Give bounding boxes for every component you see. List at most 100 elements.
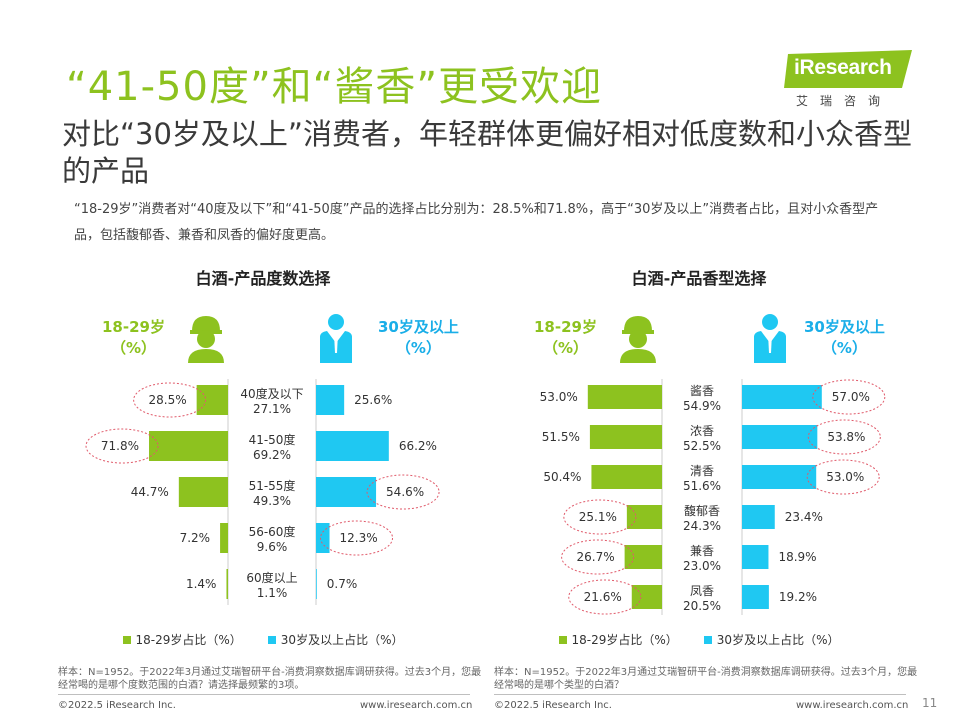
older-person-icon	[320, 314, 352, 363]
bar-young-1	[149, 431, 228, 461]
highlight-circle-older-1	[807, 419, 881, 455]
footer-divider-right	[494, 694, 906, 695]
data-label-young-4: 26.7%	[576, 550, 614, 564]
highlight-circle-young-5	[568, 579, 642, 615]
bar-older-2	[316, 477, 377, 507]
young-series-label: 18-29岁 （%）	[102, 317, 165, 359]
logo-subtitle: 艾瑞咨询	[796, 94, 893, 108]
data-label-older-3: 12.3%	[340, 531, 378, 545]
overall-label-2: 49.3%	[253, 494, 291, 508]
footer-divider-left	[58, 694, 470, 695]
data-label-young-3: 7.2%	[180, 531, 211, 545]
category-label-0: 40度及以下	[240, 386, 303, 401]
copyright-left: ©2022.5 iResearch Inc.	[58, 700, 176, 711]
page-number: 11	[922, 696, 938, 710]
bar-young-2	[178, 477, 228, 507]
bar-young-4	[624, 545, 662, 569]
bar-young-2	[591, 465, 662, 489]
older-person-icon	[754, 314, 786, 363]
data-label-young-1: 51.5%	[542, 430, 580, 444]
legend-item-young: 18-29岁占比（%）	[558, 631, 678, 648]
young-series-label-text: 18-29岁 （%）	[102, 318, 165, 357]
data-label-older-2: 54.6%	[386, 485, 424, 499]
data-label-young-2: 44.7%	[131, 485, 169, 499]
overall-label-2: 51.6%	[683, 479, 721, 493]
sample-note-left: 样本：N=1952。于2022年3月通过艾瑞智研平台-消费洞察数据库调研获得。过…	[58, 667, 482, 691]
degree-chart-legend: 18-29岁占比（%） 30岁及以上占比（%）	[48, 631, 478, 648]
older-series-label: 30岁及以上 （%）	[804, 317, 885, 359]
bar-older-4	[316, 569, 317, 599]
bar-young-3	[220, 523, 228, 553]
data-label-young-0: 53.0%	[540, 390, 578, 404]
older-series-label-text: 30岁及以上 （%）	[804, 318, 885, 357]
overall-label-4: 1.1%	[257, 586, 288, 600]
bar-older-1	[742, 425, 818, 449]
bar-young-0	[587, 385, 662, 409]
highlight-circle-young-1	[85, 428, 159, 464]
overall-label-4: 23.0%	[683, 559, 721, 573]
highlight-circle-older-3	[320, 520, 394, 556]
data-label-young-5: 21.6%	[584, 590, 622, 604]
highlight-circle-young-3	[563, 499, 637, 535]
category-label-0: 酱香	[690, 383, 714, 398]
bar-young-3	[626, 505, 662, 529]
aroma-chart-panel: 白酒-产品香型选择 18-29岁 （%） 30岁及以上 （%） 53.0% 57.…	[484, 255, 914, 655]
overall-label-0: 54.9%	[683, 399, 721, 413]
young-person-icon	[188, 316, 224, 363]
degree-chart-title: 白酒-产品度数选择	[195, 269, 331, 288]
young-person-icon	[620, 316, 656, 363]
bar-older-3	[316, 523, 330, 553]
bar-older-1	[316, 431, 389, 461]
highlight-circle-older-2	[806, 459, 880, 495]
legend-swatch-green	[558, 635, 567, 644]
legend-item-older: 30岁及以上占比（%）	[267, 631, 404, 648]
bar-young-4	[226, 569, 228, 599]
young-series-label: 18-29岁 （%）	[534, 317, 597, 359]
category-label-2: 51-55度	[249, 478, 296, 493]
legend-label-older: 30岁及以上占比（%）	[280, 633, 404, 647]
highlight-circle-young-0	[133, 382, 207, 418]
bar-older-2	[742, 465, 817, 489]
page-title: “41-50度”和“酱香”更受欢迎	[66, 64, 603, 110]
overall-label-1: 69.2%	[253, 448, 291, 462]
overall-label-3: 24.3%	[683, 519, 721, 533]
data-label-older-1: 53.8%	[827, 430, 865, 444]
highlight-circle-older-0	[812, 379, 886, 415]
bar-older-3	[742, 505, 775, 529]
bar-older-0	[742, 385, 822, 409]
legend-item-older: 30岁及以上占比（%）	[703, 631, 839, 648]
degree-chart-panel: 白酒-产品度数选择 18-29岁 （%） 30岁及以上 （%） 28.5% 25.…	[48, 255, 478, 655]
older-series-label: 30岁及以上 （%）	[378, 317, 459, 359]
bar-older-4	[742, 545, 769, 569]
bar-young-0	[196, 385, 228, 415]
data-label-older-4: 0.7%	[327, 577, 358, 591]
legend-label-young: 18-29岁占比（%）	[135, 633, 242, 647]
overall-label-1: 52.5%	[683, 439, 721, 453]
data-label-older-0: 25.6%	[354, 393, 392, 407]
logo-word: iResearch	[794, 56, 892, 79]
older-series-label-text: 30岁及以上 （%）	[378, 318, 459, 357]
copyright-right: ©2022.5 iResearch Inc.	[494, 700, 612, 711]
data-label-young-0: 28.5%	[149, 393, 187, 407]
category-label-3: 56-60度	[249, 524, 296, 539]
bar-older-5	[742, 585, 769, 609]
page-subtitle: 对比“30岁及以上”消费者，年轻群体更偏好相对低度数和小众香型的产品	[62, 117, 912, 188]
category-label-4: 兼香	[690, 544, 714, 558]
summary-text: “18-29岁”消费者对“40度及以下”和“41-50度”产品的选择占比分别为：…	[74, 202, 879, 243]
data-label-older-4: 18.9%	[778, 550, 816, 564]
legend-swatch-green	[122, 635, 131, 644]
legend-swatch-blue	[267, 635, 276, 644]
aroma-chart-title: 白酒-产品香型选择	[631, 269, 767, 288]
data-label-older-1: 66.2%	[399, 439, 437, 453]
category-label-5: 凤香	[690, 584, 714, 598]
overall-label-3: 9.6%	[257, 540, 288, 554]
data-label-older-3: 23.4%	[785, 510, 823, 524]
category-label-2: 清香	[690, 464, 714, 478]
legend-label-young: 18-29岁占比（%）	[571, 633, 678, 647]
young-series-label-text: 18-29岁 （%）	[534, 318, 597, 357]
overall-label-0: 27.1%	[253, 402, 291, 416]
legend-item-young: 18-29岁占比（%）	[122, 631, 242, 648]
iresearch-logo: iResearch 艾瑞咨询	[784, 50, 914, 110]
category-label-4: 60度以上	[246, 570, 297, 585]
